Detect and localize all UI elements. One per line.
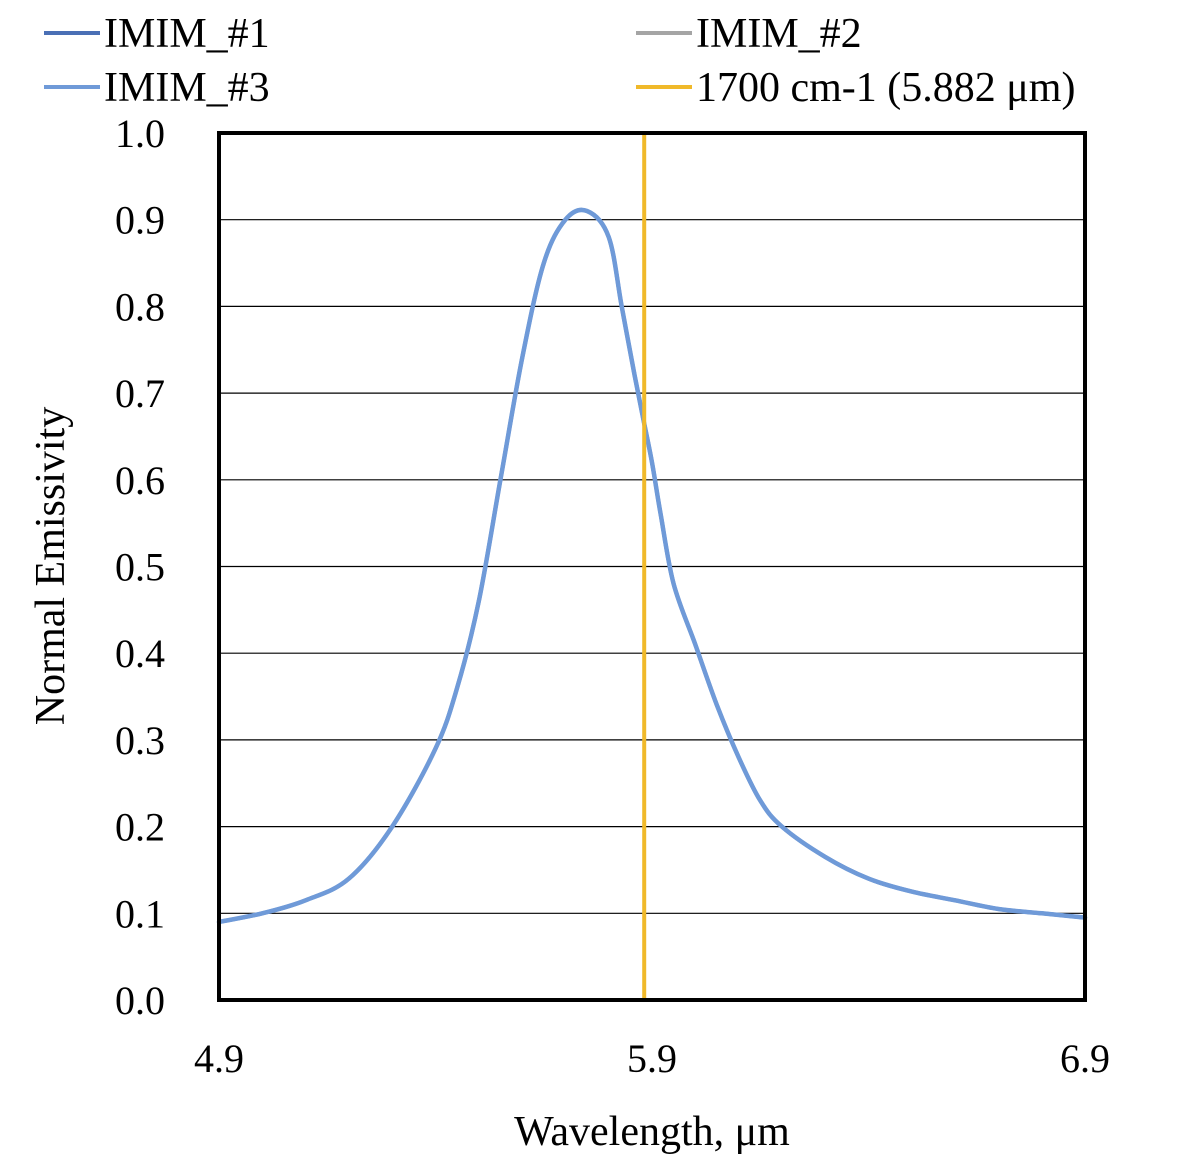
legend: IMIM_#1 IMIM_#2 IMIM_#3 1700 cm-1 (5.882 μm… <box>44 11 1075 111</box>
x-tick-label: 4.9 <box>194 1036 244 1081</box>
y-tick-label: 0.1 <box>115 891 165 936</box>
series-line-imim-3 <box>216 207 1088 925</box>
legend-label: IMIM_#1 <box>104 11 270 57</box>
y-tick-label: 0.6 <box>115 458 165 503</box>
grid-lines <box>219 219 1085 914</box>
y-tick-label: 0.3 <box>115 718 165 763</box>
legend-item: IMIM_#1 <box>44 11 270 57</box>
y-tick-label: 0.4 <box>115 631 165 676</box>
x-tick-label: 5.9 <box>627 1036 677 1081</box>
x-tick-label: 6.9 <box>1060 1036 1110 1081</box>
y-tick-label: 1.0 <box>115 111 165 156</box>
y-tick-label: 0.7 <box>115 371 165 416</box>
series-layer <box>216 133 1088 1000</box>
y-tick-labels: 0.0 0.1 0.2 0.3 0.4 0.5 0.6 0.7 0.8 0.9 1.0 <box>115 111 165 1023</box>
y-tick-label: 0.5 <box>115 545 165 590</box>
y-tick-label: 0.8 <box>115 284 165 329</box>
x-tick-labels: 4.9 5.9 6.9 <box>194 1036 1110 1081</box>
y-tick-label: 0.0 <box>115 978 165 1023</box>
legend-label: 1700 cm-1 (5.882 μm) <box>696 65 1075 111</box>
legend-item: IMIM_#2 <box>636 11 862 57</box>
legend-label: IMIM_#2 <box>696 11 862 57</box>
legend-label: IMIM_#3 <box>104 65 270 111</box>
x-axis-title: Wavelength, μm <box>514 1109 790 1155</box>
plot-frame <box>217 131 1087 1002</box>
legend-item: 1700 cm-1 (5.882 μm) <box>636 65 1075 111</box>
y-tick-label: 0.2 <box>115 805 165 850</box>
y-tick-label: 0.9 <box>115 198 165 243</box>
y-axis-title: Normal Emissivity <box>28 407 74 726</box>
legend-item: IMIM_#3 <box>44 65 270 111</box>
